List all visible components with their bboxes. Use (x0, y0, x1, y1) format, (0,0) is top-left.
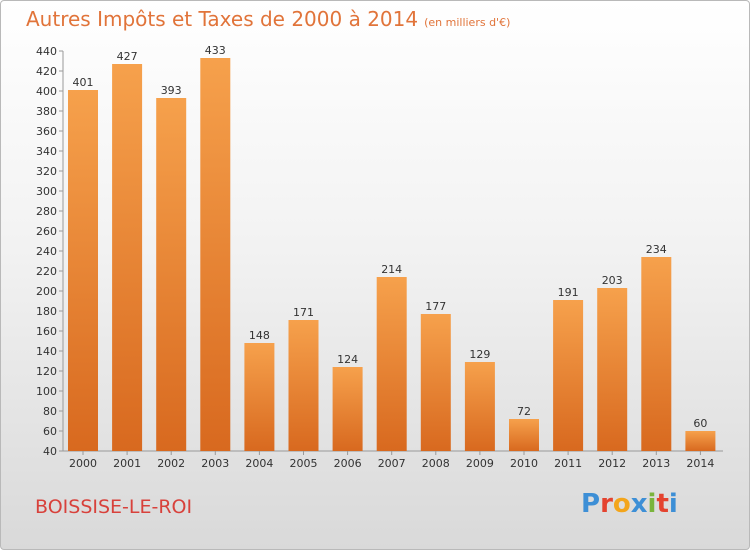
x-tick-label-2008: 2008 (422, 457, 450, 470)
x-tick-label-2006: 2006 (334, 457, 362, 470)
bar-2008 (420, 314, 451, 451)
y-tick-label: 160 (36, 325, 57, 338)
bar-2007 (376, 277, 407, 451)
y-tick-label: 120 (36, 365, 57, 378)
value-label-2004: 148 (249, 329, 270, 342)
bar-2000 (68, 90, 98, 451)
value-label-2003: 433 (205, 44, 226, 57)
logo-letter: r (600, 489, 613, 519)
value-label-2006: 124 (337, 353, 358, 366)
bars: 401 427 393 433 148 171 124 214 177 129 72 191 203 23… (68, 44, 716, 451)
value-label-2000: 401 (73, 76, 94, 89)
y-tick-label: 220 (36, 265, 57, 278)
x-tick-label-2010: 2010 (510, 457, 538, 470)
x-tick-label-2007: 2007 (378, 457, 406, 470)
x-tick-label-2011: 2011 (554, 457, 582, 470)
y-tick-label: 180 (36, 305, 57, 318)
bar-2011 (553, 300, 584, 451)
x-tick-label-2005: 2005 (290, 457, 318, 470)
bar-2004 (244, 343, 275, 451)
bar-2006 (332, 367, 363, 451)
bar-2010 (509, 419, 539, 451)
value-label-2014: 60 (693, 417, 707, 430)
chart-title: Autres Impôts et Taxes de 2000 à 2014 (en… (26, 7, 510, 31)
x-tick-label-2004: 2004 (245, 457, 273, 470)
value-label-2009: 129 (469, 348, 490, 361)
logo-letter: t (656, 489, 669, 519)
y-tick-label: 340 (36, 145, 57, 158)
proxiti-logo: Proxiti (581, 489, 678, 519)
x-tick-label-2002: 2002 (157, 457, 185, 470)
y-tick-label: 280 (36, 205, 57, 218)
bar-2005 (288, 320, 319, 451)
x-tick-label-2001: 2001 (113, 457, 141, 470)
bar-2009 (464, 362, 495, 451)
value-label-2005: 171 (293, 306, 314, 319)
value-label-2013: 234 (646, 243, 667, 256)
y-axis: 40 60 80 100 120 140 160 180 200 220 240 260 280 300 3… (36, 45, 723, 458)
bar-2001 (112, 64, 143, 451)
y-tick-label: 140 (36, 345, 57, 358)
y-tick-label: 360 (36, 125, 57, 138)
y-tick-label: 400 (36, 85, 57, 98)
y-tick-label: 100 (36, 385, 57, 398)
x-tick-label-2014: 2014 (686, 457, 714, 470)
logo-letter: P (581, 489, 601, 519)
y-tick-label: 300 (36, 185, 57, 198)
value-label-2002: 393 (161, 84, 182, 97)
commune-name: BOISSISE-LE-ROI (35, 496, 193, 518)
bar-2014 (685, 431, 716, 451)
logo-letter: x (630, 489, 648, 519)
value-label-2012: 203 (602, 274, 623, 287)
value-label-2001: 427 (117, 50, 138, 63)
value-label-2010: 72 (517, 405, 531, 418)
bar-2002 (156, 98, 187, 451)
title-text: Autres Impôts et Taxes de 2000 à 2014 (26, 7, 419, 31)
y-tick-label: 260 (36, 225, 57, 238)
y-tick-label: 60 (43, 425, 57, 438)
x-tick-label-2009: 2009 (466, 457, 494, 470)
x-tick-label-2013: 2013 (642, 457, 670, 470)
x-tick-label-2003: 2003 (201, 457, 229, 470)
bar-2013 (641, 257, 672, 451)
logo-letter: i (647, 489, 657, 519)
x-tick-label-2012: 2012 (598, 457, 626, 470)
bar-2003 (200, 58, 231, 451)
y-tick-label: 80 (43, 405, 57, 418)
y-tick-label: 240 (36, 245, 57, 258)
y-tick-label: 380 (36, 105, 57, 118)
x-axis: 2000 2001 2002 2003 2004 2005 2006 2007 2008 2009… (69, 451, 714, 470)
y-tick-label: 200 (36, 285, 57, 298)
logo-letter: i (668, 489, 678, 519)
y-tick-label: 440 (36, 45, 57, 58)
value-label-2007: 214 (381, 263, 402, 276)
x-tick-label-2000: 2000 (69, 457, 97, 470)
y-tick-label: 320 (36, 165, 57, 178)
value-label-2011: 191 (558, 286, 579, 299)
y-tick-label: 40 (43, 445, 57, 458)
bar-2012 (597, 288, 628, 451)
value-label-2008: 177 (425, 300, 446, 313)
y-tick-label: 420 (36, 65, 57, 78)
title-unit: (en milliers d'€) (424, 16, 511, 29)
logo-letter: o (612, 489, 631, 519)
